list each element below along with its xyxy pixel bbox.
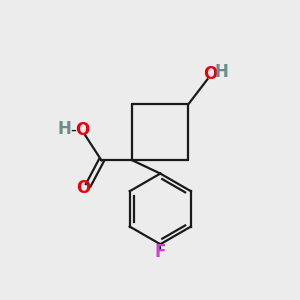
- Text: H: H: [214, 63, 229, 81]
- Text: O: O: [75, 121, 89, 139]
- Text: O: O: [203, 65, 218, 83]
- Text: H: H: [58, 120, 71, 138]
- Text: O: O: [76, 179, 90, 197]
- Text: F: F: [154, 244, 166, 262]
- Text: -: -: [70, 120, 76, 138]
